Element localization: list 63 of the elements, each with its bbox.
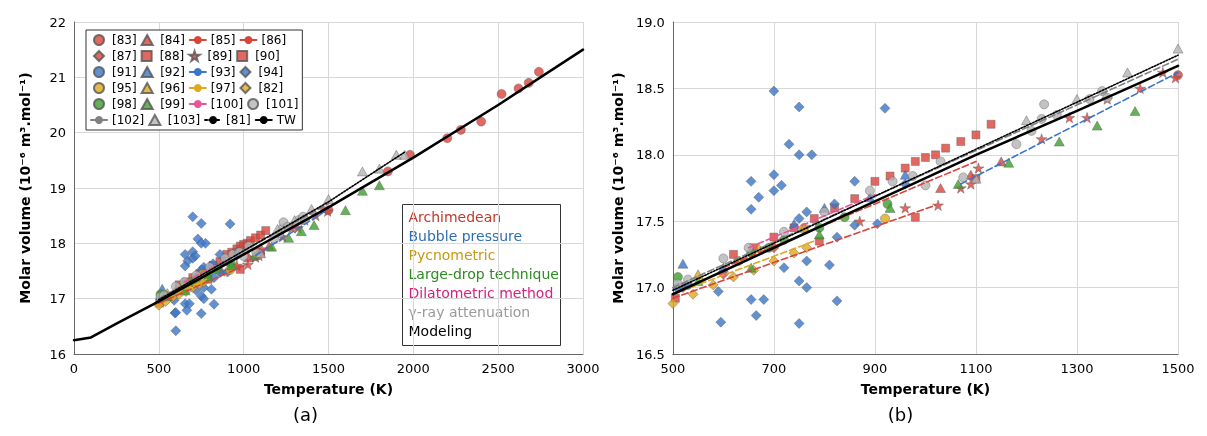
- y-tick-label: 18.0: [635, 147, 665, 163]
- legend-label: [88]: [159, 49, 185, 63]
- x-tick-label: 2000: [396, 361, 430, 376]
- annotation: Dilatometric method: [408, 284, 554, 301]
- legend-label: [81]: [226, 113, 251, 127]
- legend-label: [92]: [160, 65, 185, 79]
- y-tick-label: 18: [49, 235, 66, 251]
- y-tick-label: 21: [49, 69, 66, 85]
- legend-label: [100]: [210, 97, 244, 111]
- x-tick-label: 900: [862, 361, 888, 376]
- annotation: γ-ray attenuation: [408, 303, 531, 320]
- y-tick-label: 17: [49, 291, 66, 307]
- y-tick-label: 17.5: [635, 213, 665, 229]
- legend-label: [86]: [261, 33, 287, 47]
- annotation: Modeling: [408, 322, 473, 339]
- x-tick-label: 2500: [481, 361, 515, 376]
- x-tick-label: 0: [69, 361, 79, 376]
- x-tick-label: 500: [660, 361, 686, 376]
- legend-label: TW: [275, 113, 297, 127]
- text: (b): [887, 403, 914, 425]
- x-axis-title: Temperature (K): [860, 381, 991, 397]
- legend-label: [95]: [112, 81, 137, 95]
- legend-label: [94]: [258, 65, 284, 79]
- legend-label: [87]: [112, 49, 137, 63]
- x-tick-label: 1500: [311, 361, 346, 376]
- text: (a): [292, 403, 319, 425]
- legend-label: [102]: [112, 113, 145, 127]
- y-tick-label: 19: [49, 180, 66, 196]
- legend-label: [97]: [210, 81, 236, 95]
- y-tick-label: 22: [49, 14, 66, 30]
- legend-label: [91]: [112, 65, 137, 79]
- legend-label: [89]: [207, 49, 233, 63]
- annotation: Pycnometric: [408, 246, 496, 263]
- y-tick-label: 20: [49, 125, 66, 141]
- y-tick-label: 16: [49, 346, 66, 362]
- legend-label: [98]: [112, 97, 137, 111]
- annotation: Bubble pressure: [408, 227, 523, 244]
- x-tick-label: 700: [761, 361, 787, 376]
- x-tick-label: 500: [146, 361, 172, 376]
- x-tick-label: 1000: [227, 361, 261, 376]
- x-tick-label: 3000: [566, 361, 600, 376]
- x-tick-label: 1300: [1060, 361, 1094, 376]
- legend-label: [103]: [167, 113, 201, 127]
- x-tick-label: 1500: [1161, 361, 1195, 376]
- legend-label: [84]: [160, 33, 185, 47]
- x-tick-label: 1100: [959, 361, 993, 376]
- legend-label: [85]: [210, 33, 236, 47]
- legend-label: [101]: [266, 97, 299, 111]
- annotation: Large-drop technique: [408, 265, 559, 282]
- x-axis-title: Temperature (K): [263, 381, 394, 397]
- y-tick-label: 18.5: [635, 80, 665, 96]
- y-tick-label: 17.0: [635, 280, 665, 296]
- y-tick-label: 19.0: [635, 14, 665, 30]
- annotation: Archimedean: [408, 208, 502, 225]
- legend-label: [96]: [160, 81, 185, 95]
- legend-label: [82]: [258, 81, 284, 95]
- y-axis-title: Molar volume (10⁻⁶ m³.mol⁻¹): [610, 72, 626, 304]
- legend-label: [90]: [255, 49, 280, 63]
- y-axis-title: Molar volume (10⁻⁶ m³.mol⁻¹): [17, 72, 33, 304]
- legend-label: [99]: [160, 97, 185, 111]
- legend-label: [93]: [210, 65, 236, 79]
- y-tick-label: 16.5: [635, 346, 665, 362]
- legend-label: [83]: [112, 33, 137, 47]
